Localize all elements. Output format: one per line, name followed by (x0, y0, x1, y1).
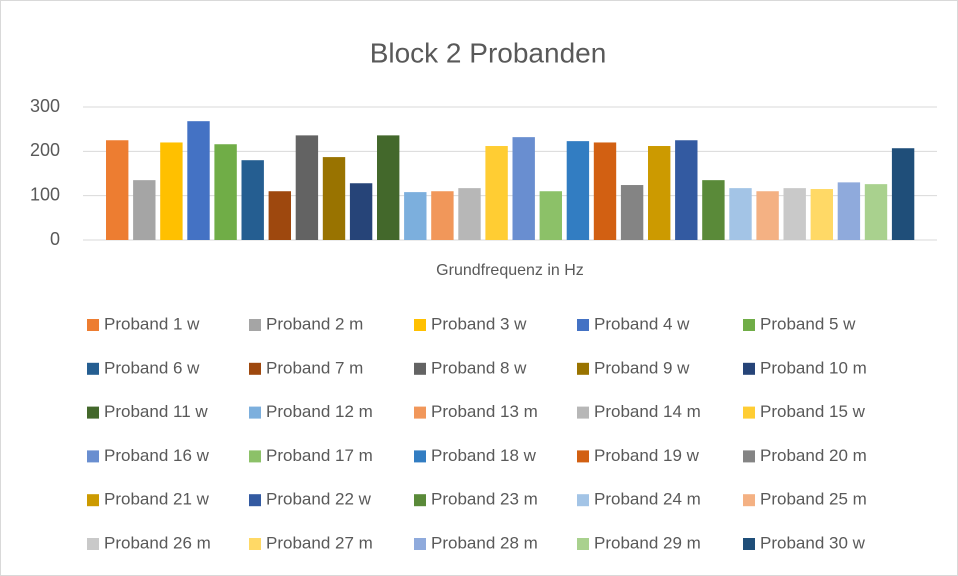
bar (729, 188, 752, 240)
legend-label: Proband 11 w (104, 402, 208, 421)
bar (404, 192, 427, 240)
bar (431, 191, 454, 240)
bar (891, 148, 915, 240)
legend-swatch (414, 406, 426, 419)
bar (864, 184, 888, 240)
legend-swatch (577, 362, 589, 375)
legend-swatch (743, 450, 755, 463)
legend-swatch (577, 450, 589, 463)
y-tick-label: 100 (30, 184, 60, 204)
legend-swatch (87, 362, 99, 375)
legend-swatch (87, 406, 99, 419)
bar (295, 135, 319, 240)
legend-label: Proband 8 w (431, 358, 527, 377)
legend-label: Proband 14 m (594, 402, 701, 421)
legend-swatch (414, 450, 426, 463)
legend-swatch (87, 494, 99, 507)
bar (783, 188, 806, 240)
legend-swatch (577, 538, 589, 550)
bar (566, 141, 590, 240)
bar (106, 140, 129, 240)
legend-swatch (249, 406, 261, 419)
bar (837, 182, 861, 240)
legend-swatch (87, 319, 99, 331)
x-axis-title: Grundfrequenz in Hz (436, 262, 584, 279)
bar (620, 185, 644, 240)
legend-swatch (87, 450, 99, 463)
legend-swatch (414, 319, 426, 331)
bar (133, 180, 156, 240)
legend-label: Proband 18 w (431, 446, 537, 465)
legend-swatch (743, 319, 755, 331)
legend-label: Proband 29 m (594, 533, 701, 552)
chart-title: Block 2 Probanden (370, 37, 607, 68)
legend-label: Proband 20 m (760, 446, 867, 465)
legend-swatch (249, 538, 261, 550)
legend-label: Proband 1 w (104, 314, 200, 333)
bar (810, 189, 833, 240)
bar (268, 191, 291, 240)
legend-label: Proband 28 m (431, 533, 538, 552)
bar (322, 157, 346, 240)
legend-label: Proband 13 m (431, 402, 538, 421)
bar (458, 188, 481, 240)
legend-label: Proband 7 m (266, 358, 363, 377)
bar (241, 160, 264, 240)
legend-label: Proband 5 w (760, 314, 856, 333)
legend-swatch (743, 538, 755, 550)
legend-label: Proband 19 w (594, 446, 700, 465)
bar (377, 135, 400, 240)
legend-swatch (414, 362, 426, 375)
y-tick-label: 0 (50, 229, 60, 249)
bar (512, 137, 535, 240)
bar (593, 142, 617, 240)
legend-label: Proband 25 m (760, 490, 867, 509)
bar (648, 146, 671, 240)
bar (160, 142, 183, 240)
legend-label: Proband 30 w (760, 533, 866, 552)
bar (675, 140, 698, 240)
legend-label: Proband 9 w (594, 358, 690, 377)
legend-swatch (249, 494, 261, 507)
legend-label: Proband 2 m (266, 314, 363, 333)
bar (756, 191, 779, 240)
legend-swatch (577, 406, 589, 419)
legend-label: Proband 17 m (266, 446, 373, 465)
legend-swatch (249, 319, 261, 331)
legend-label: Proband 12 m (266, 402, 373, 421)
y-tick-label: 200 (30, 140, 60, 160)
legend-swatch (577, 319, 589, 331)
legend-swatch (577, 494, 589, 507)
legend-swatch (414, 538, 426, 550)
legend-swatch (743, 362, 755, 375)
bar (702, 180, 725, 240)
legend-label: Proband 26 m (104, 533, 211, 552)
legend-label: Proband 15 w (760, 402, 866, 421)
bar (349, 183, 373, 240)
legend-label: Proband 6 w (104, 358, 200, 377)
legend-label: Proband 22 w (266, 490, 372, 509)
legend-label: Proband 21 w (104, 490, 210, 509)
legend-swatch (249, 362, 261, 375)
bar (539, 191, 562, 240)
legend-label: Proband 16 w (104, 446, 210, 465)
legend-swatch (743, 494, 755, 507)
legend-label: Proband 4 w (594, 314, 690, 333)
legend-swatch (743, 406, 755, 419)
bar (214, 144, 237, 240)
legend-label: Proband 24 m (594, 490, 701, 509)
bar (187, 121, 210, 240)
legend-label: Proband 10 m (760, 358, 867, 377)
y-tick-label: 300 (30, 96, 60, 116)
legend-swatch (414, 494, 426, 507)
bar (485, 146, 508, 240)
legend-label: Proband 23 m (431, 490, 538, 509)
legend-label: Proband 27 m (266, 533, 373, 552)
legend-swatch (249, 450, 261, 463)
legend-label: Proband 3 w (431, 314, 527, 333)
legend-swatch (87, 538, 99, 550)
